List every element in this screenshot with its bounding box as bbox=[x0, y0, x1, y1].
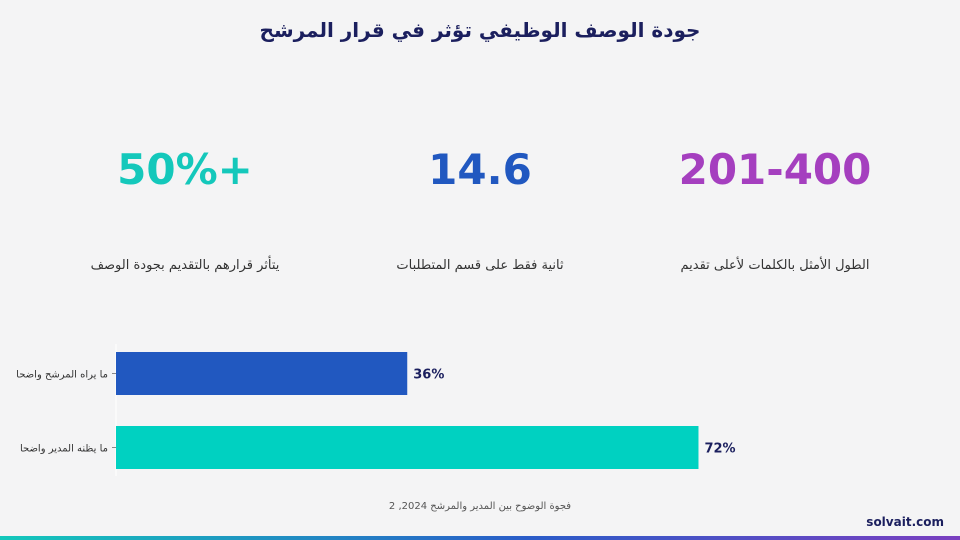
y-tick-label-1: ما يظنه المدير واضحا bbox=[20, 444, 108, 455]
stat-label-wordcount: الطول الأمثل بالكلمات لأعلى تقديم bbox=[680, 258, 870, 273]
data-label-0: 36% bbox=[413, 368, 444, 383]
bar-1 bbox=[116, 426, 699, 469]
stat-label-candidates: يتأثر قرارهم بالتقديم بجودة الوصف bbox=[90, 258, 280, 273]
stat-label-seconds: ثانية فقط على قسم المتطلبات bbox=[396, 258, 564, 273]
chart-caption: فجوة الوضوح بين المدير والمرشح 2024, 2 bbox=[388, 501, 572, 512]
stat-value-wordcount: 201-400 bbox=[678, 145, 872, 194]
clarity-gap-bar-chart: ما يراه المرشح واضحا 36% ما يظنه المدير وا… bbox=[16, 344, 736, 476]
page-title: جودة الوصف الوظيفي تؤثر في قرار المرشح bbox=[259, 18, 701, 42]
stat-value-seconds: 14.6 bbox=[428, 145, 532, 194]
y-tick-label-0: ما يراه المرشح واضحا bbox=[16, 370, 108, 381]
brand-link[interactable]: solvait.com bbox=[866, 515, 944, 529]
stat-value-candidates: 50%+ bbox=[117, 145, 253, 194]
bar-0 bbox=[116, 352, 408, 395]
data-label-1: 72% bbox=[704, 442, 735, 457]
accent-bar bbox=[0, 536, 960, 540]
